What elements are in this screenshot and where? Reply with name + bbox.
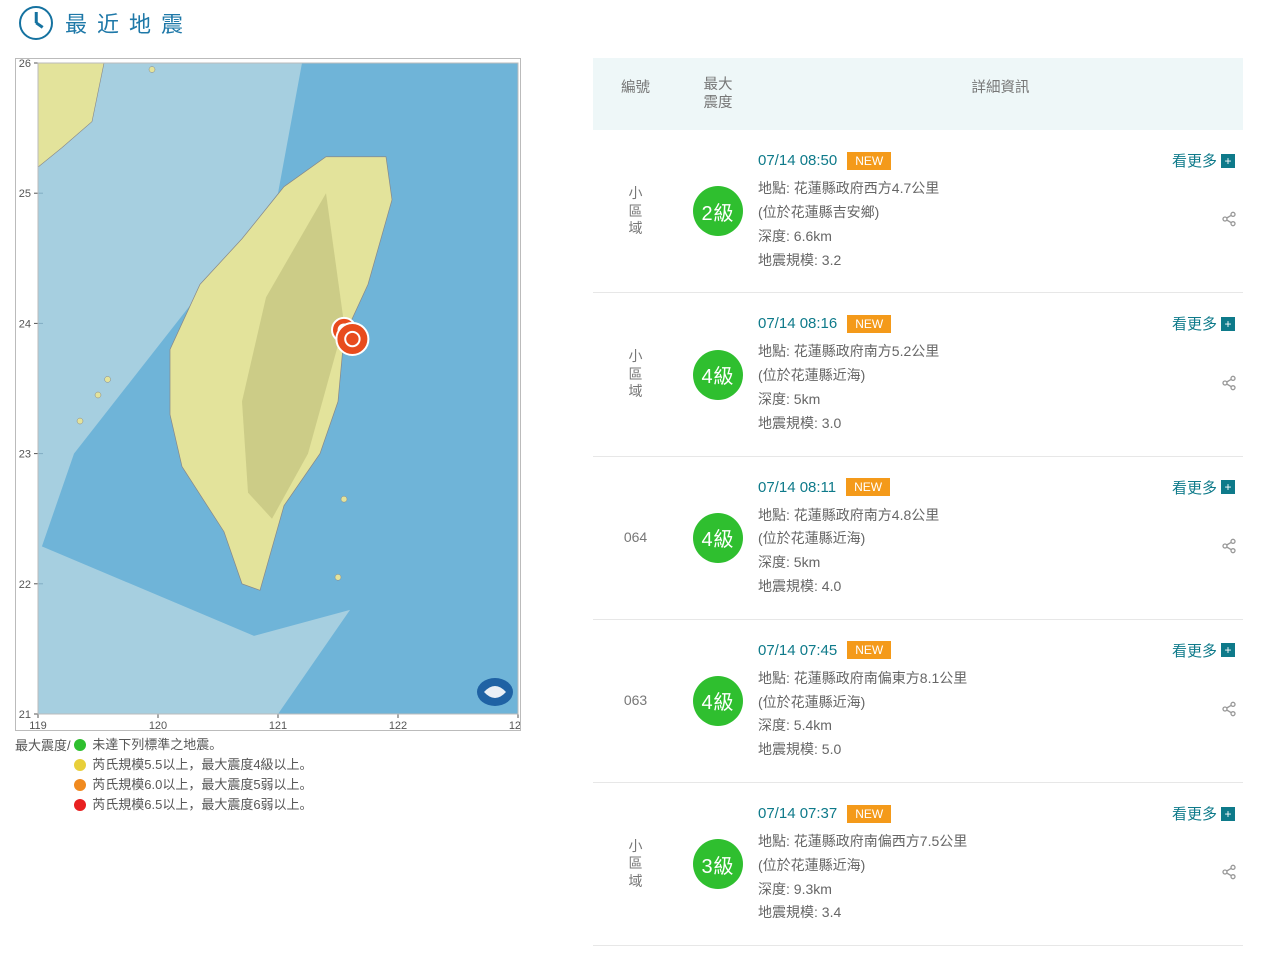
table-row[interactable]: 小區域 3級 07/14 07:37 NEW 看更多+ 地點: 花蓮縣政府南偏西方7.5公… <box>593 783 1243 946</box>
svg-text:24: 24 <box>19 318 31 330</box>
legend-text: 芮氏規模5.5以上，最大震度4級以上。 <box>92 755 312 775</box>
legend-item: 芮氏規模6.5以上，最大震度6弱以上。 <box>74 795 312 815</box>
new-badge: NEW <box>846 478 890 496</box>
share-icon[interactable] <box>1221 538 1237 559</box>
legend-dot-icon <box>74 759 86 771</box>
table-row[interactable]: 063 4級 07/14 07:45 NEW 看更多+ 地點: 花蓮縣政府南偏東方8.1公… <box>593 620 1243 783</box>
svg-text:119: 119 <box>29 720 47 731</box>
legend-text: 芮氏規模6.0以上，最大震度5弱以上。 <box>92 775 312 795</box>
epicenter-map: 212223242526119120121122123 最大震度/ 未達下列標準… <box>15 58 523 816</box>
timestamp: 07/14 07:37 <box>758 805 837 822</box>
see-more-link[interactable]: 看更多+ <box>1172 640 1235 661</box>
legend-dot-icon <box>74 739 86 751</box>
see-more-link[interactable]: 看更多+ <box>1172 313 1235 334</box>
clock-icon <box>19 6 53 40</box>
legend-item: 芮氏規模6.0以上，最大震度5弱以上。 <box>74 775 312 795</box>
cell-no: 063 <box>593 692 678 710</box>
legend-text: 芮氏規模6.5以上，最大震度6弱以上。 <box>92 795 312 815</box>
page-title-text: 最近地震 <box>65 7 193 39</box>
plus-icon: + <box>1221 643 1235 657</box>
svg-text:26: 26 <box>19 58 31 70</box>
svg-text:122: 122 <box>389 720 407 731</box>
see-more-link[interactable]: 看更多+ <box>1172 803 1235 824</box>
share-icon[interactable] <box>1221 211 1237 232</box>
intensity-badge: 4級 <box>693 513 743 563</box>
plus-icon: + <box>1221 317 1235 331</box>
timestamp: 07/14 08:11 <box>758 479 836 496</box>
table-row[interactable]: 小區域 2級 07/14 08:50 NEW 看更多+ 地點: 花蓮縣政府西方4.7公里(… <box>593 130 1243 293</box>
legend-text: 未達下列標準之地震。 <box>92 735 222 755</box>
share-icon[interactable] <box>1221 375 1237 396</box>
svg-text:25: 25 <box>19 188 31 200</box>
plus-icon: + <box>1221 807 1235 821</box>
table-header: 編號 最大震度 詳細資訊 <box>593 58 1243 130</box>
legend-prefix: 最大震度/ <box>15 735 71 754</box>
svg-text:23: 23 <box>19 449 31 461</box>
svg-text:22: 22 <box>19 579 31 591</box>
intensity-badge: 2級 <box>693 186 743 236</box>
map-legend: 最大震度/ 未達下列標準之地震。芮氏規模5.5以上，最大震度4級以上。芮氏規模6… <box>15 731 523 816</box>
see-more-link[interactable]: 看更多+ <box>1172 477 1235 498</box>
legend-item: 芮氏規模5.5以上，最大震度4級以上。 <box>74 755 312 775</box>
col-detail: 詳細資訊 <box>758 58 1243 130</box>
plus-icon: + <box>1221 154 1235 168</box>
cell-no: 小區域 <box>593 348 678 401</box>
svg-text:123: 123 <box>509 720 521 731</box>
table-row[interactable]: 小區域 4級 07/14 08:16 NEW 看更多+ 地點: 花蓮縣政府南方5.2公里(… <box>593 293 1243 456</box>
new-badge: NEW <box>847 152 891 170</box>
cell-no: 小區域 <box>593 185 678 238</box>
new-badge: NEW <box>847 641 891 659</box>
plus-icon: + <box>1221 480 1235 494</box>
see-more-link[interactable]: 看更多+ <box>1172 150 1235 171</box>
legend-item: 未達下列標準之地震。 <box>74 735 312 755</box>
detail-info: 地點: 花蓮縣政府南偏西方7.5公里(位於花蓮縣近海)深度: 9.3km地震規模… <box>758 830 1235 925</box>
detail-info: 地點: 花蓮縣政府南偏東方8.1公里(位於花蓮縣近海)深度: 5.4km地震規模… <box>758 667 1235 762</box>
new-badge: NEW <box>847 315 891 333</box>
col-no: 編號 <box>593 58 678 130</box>
new-badge: NEW <box>847 805 891 823</box>
cell-no: 064 <box>593 529 678 547</box>
detail-info: 地點: 花蓮縣政府西方4.7公里(位於花蓮縣吉安鄉)深度: 6.6km地震規模:… <box>758 177 1235 272</box>
table-row[interactable]: 064 4級 07/14 08:11 NEW 看更多+ 地點: 花蓮縣政府南方4.8公里(… <box>593 457 1243 620</box>
legend-dot-icon <box>74 799 86 811</box>
svg-text:120: 120 <box>149 720 167 731</box>
intensity-badge: 4級 <box>693 676 743 726</box>
intensity-badge: 3級 <box>693 839 743 889</box>
timestamp: 07/14 07:45 <box>758 642 837 659</box>
col-intensity: 最大震度 <box>678 58 758 130</box>
timestamp: 07/14 08:50 <box>758 152 837 169</box>
page-title: 最近地震 <box>15 0 1264 58</box>
timestamp: 07/14 08:16 <box>758 315 837 332</box>
svg-text:121: 121 <box>269 720 287 731</box>
intensity-badge: 4級 <box>693 350 743 400</box>
detail-info: 地點: 花蓮縣政府南方5.2公里(位於花蓮縣近海)深度: 5km地震規模: 3.… <box>758 340 1235 435</box>
share-icon[interactable] <box>1221 701 1237 722</box>
legend-dot-icon <box>74 779 86 791</box>
share-icon[interactable] <box>1221 864 1237 885</box>
cell-no: 小區域 <box>593 838 678 891</box>
earthquake-table: 編號 最大震度 詳細資訊 小區域 2級 07/14 08:50 NEW 看更多+ 地點: … <box>593 58 1243 946</box>
detail-info: 地點: 花蓮縣政府南方4.8公里(位於花蓮縣近海)深度: 5km地震規模: 4.… <box>758 504 1235 599</box>
